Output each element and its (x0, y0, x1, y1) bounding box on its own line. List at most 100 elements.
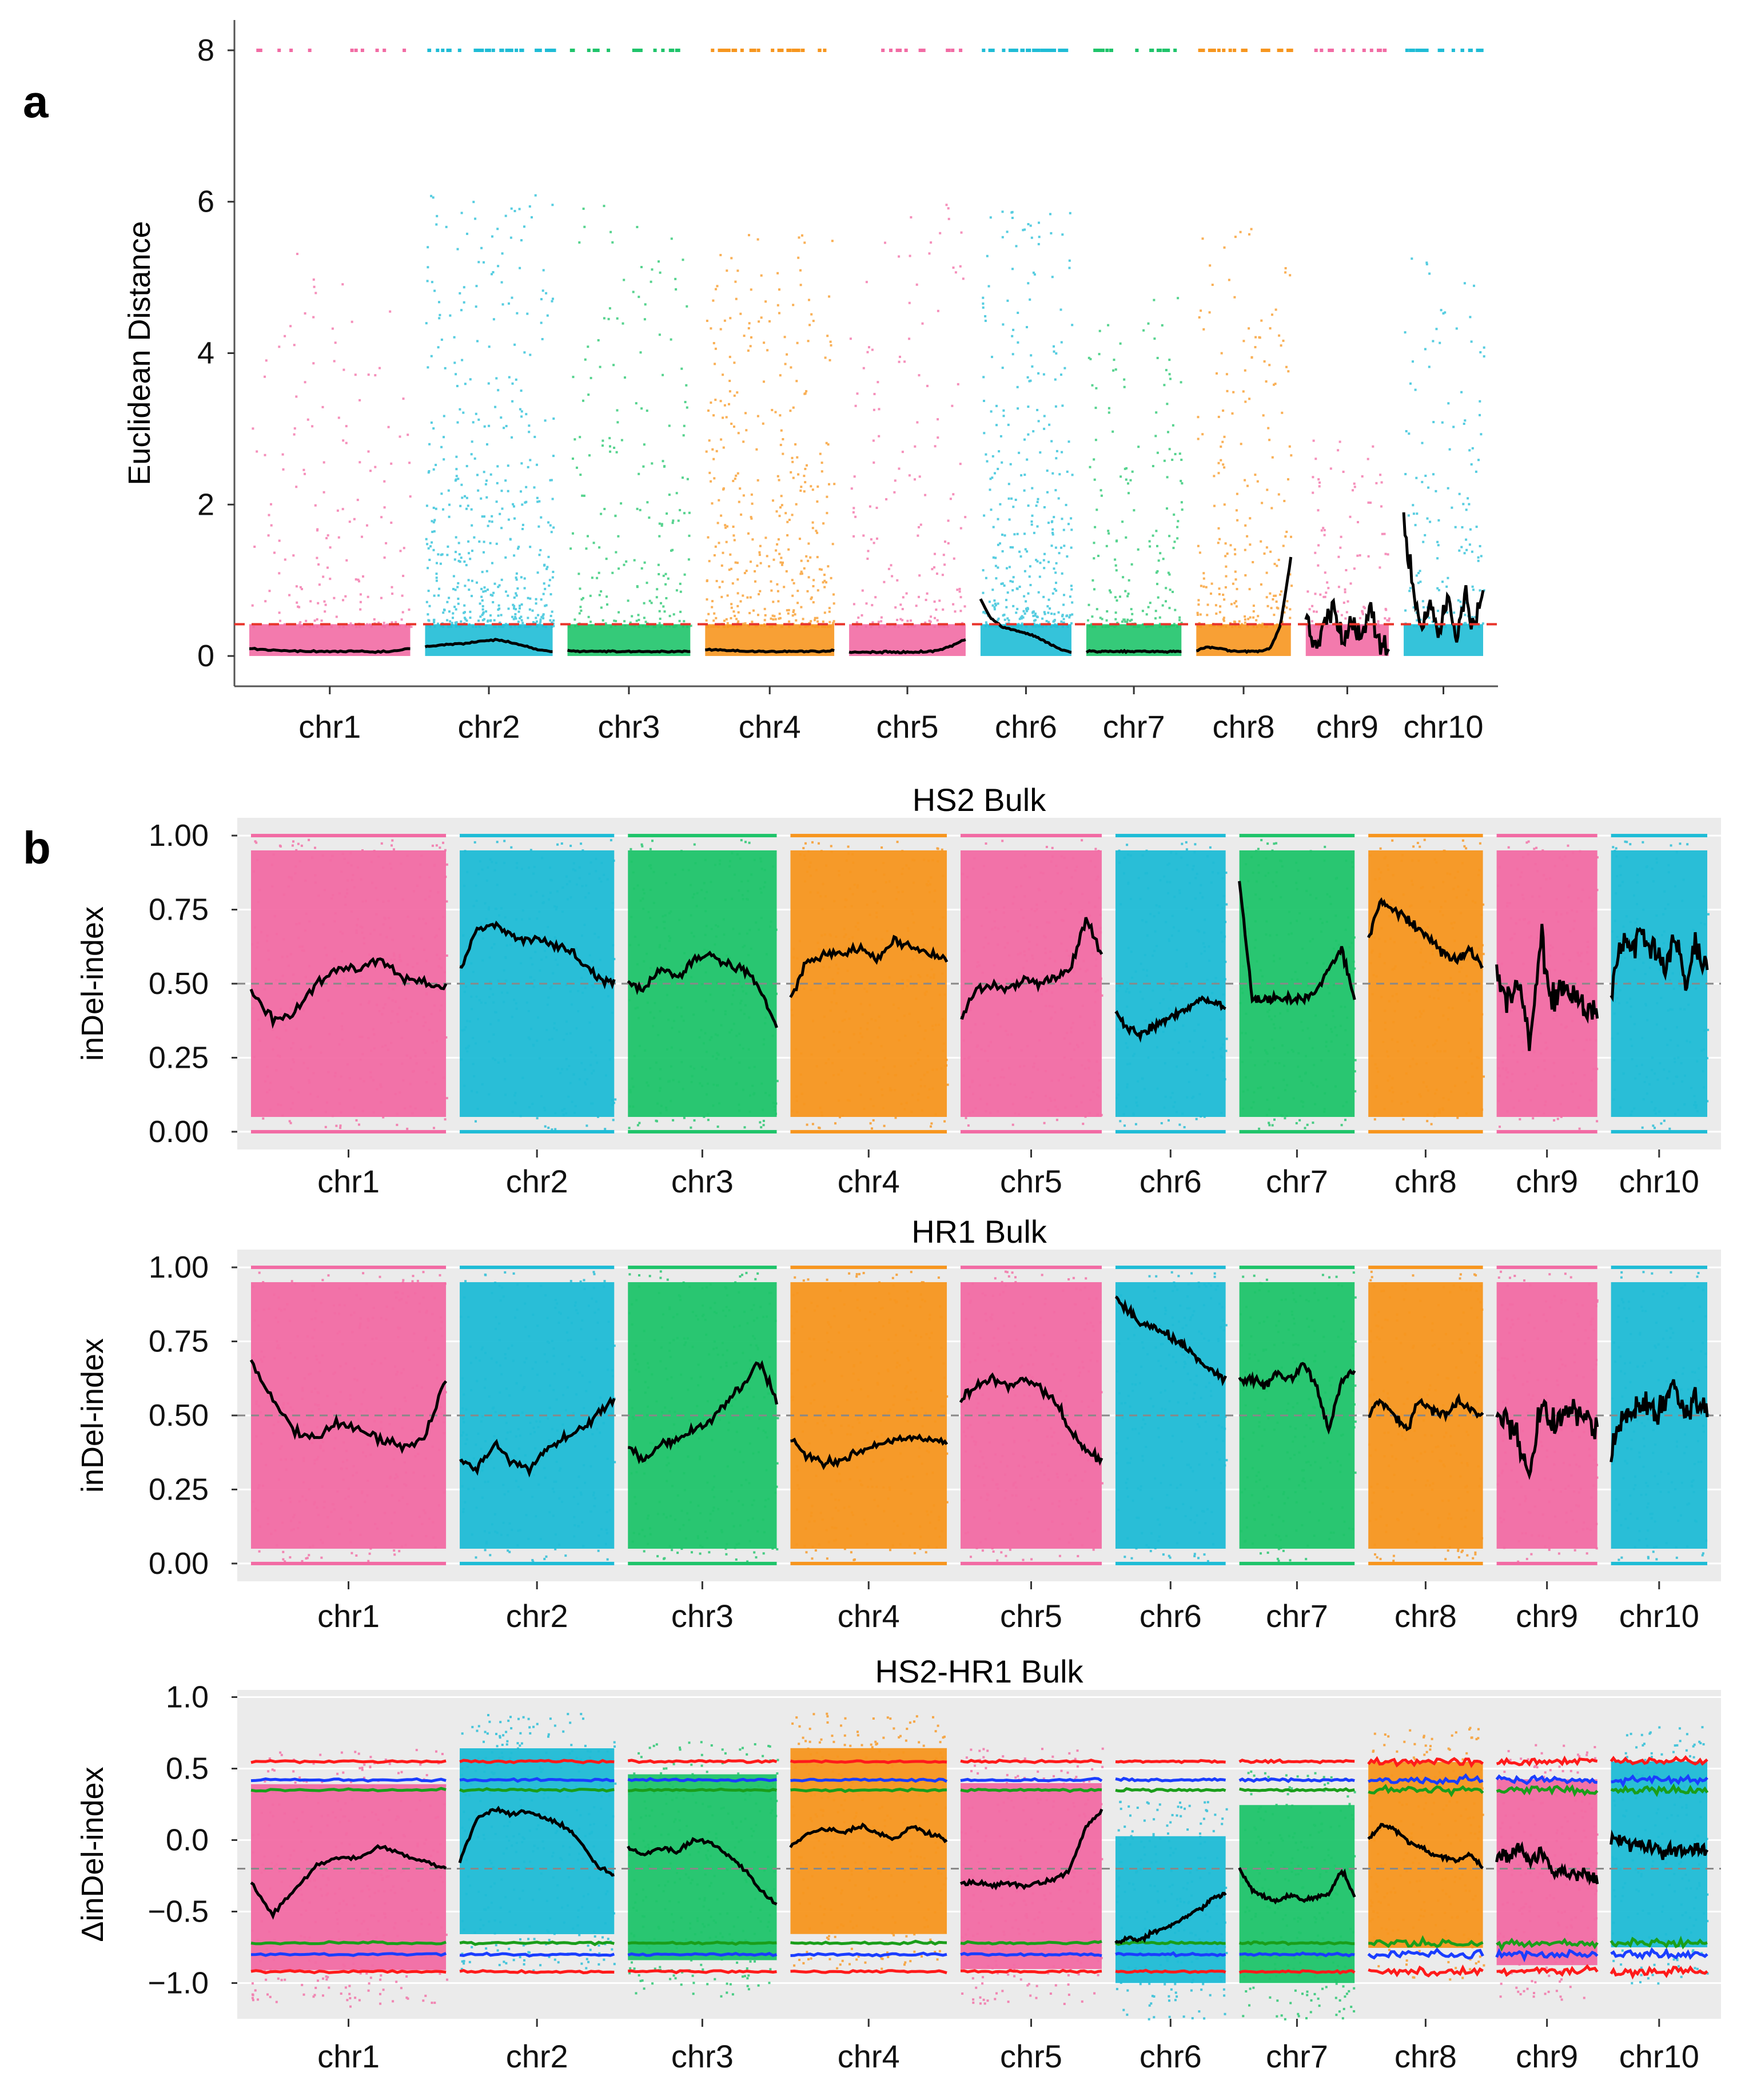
ci-line-p95-upper (459, 1777, 615, 1783)
dense-point-band (1404, 624, 1483, 657)
scatter-points (982, 210, 1074, 629)
ci-line-p90-lower (1238, 1940, 1355, 1946)
ci-line-p95-lower (1239, 1951, 1355, 1958)
ci-line-p95-upper (960, 1777, 1103, 1783)
fit-line-chr1 (250, 1844, 447, 1920)
fit-line-chr10 (1609, 1829, 1709, 1860)
chromosome-label-chr3: chr3 (671, 2038, 734, 2074)
bottom-points-row (1239, 1561, 1355, 1565)
ci-line-p99-lower (628, 1969, 777, 1975)
fit-line-chr8 (1368, 1393, 1484, 1431)
ci-line-p90-upper (250, 1787, 447, 1793)
fit-line-chr7 (1085, 649, 1182, 654)
bottom-points-row (628, 1129, 777, 1133)
chromosome-points-chr2 (460, 834, 617, 1133)
chromosome-points-chr7 (1085, 49, 1184, 657)
top-points-row (1115, 1266, 1226, 1270)
y-tick-label: 0.50 (149, 967, 209, 1001)
ci-line-p95-upper (250, 1777, 447, 1783)
chromosome-label-chr2: chr2 (506, 1163, 568, 1199)
scatter-points (252, 1271, 447, 1563)
y-tick-label: −1.0 (148, 1966, 209, 2000)
chromosome-label-chr9: chr9 (1516, 1598, 1578, 1634)
chromosome-points-chr4 (790, 1712, 947, 1970)
top-points-row (1611, 1266, 1707, 1270)
chromosome-label-chr9: chr9 (1516, 2038, 1578, 2074)
fit-line-chr1 (249, 957, 448, 1029)
ci-line-p95-lower (250, 1952, 447, 1957)
ci-line-p95-upper (627, 1777, 777, 1783)
fit-line-chr5 (960, 917, 1103, 1020)
bottom-points-row (961, 1561, 1102, 1565)
bottom-points-row (961, 1129, 1102, 1133)
y-tick-label: 0.50 (149, 1398, 209, 1433)
fit-line-chr8 (1367, 1823, 1484, 1870)
ci-line-p90-lower (790, 1939, 947, 1946)
fit-line-chr10 (1609, 926, 1709, 1003)
top-points-row (1239, 1266, 1355, 1270)
ci-line-p95-upper (1495, 1774, 1597, 1785)
dense-point-block (251, 1784, 447, 1970)
chromosome-label-chr8: chr8 (1395, 1598, 1457, 1634)
capped-points (711, 49, 827, 52)
fit-line-chr3 (628, 1360, 778, 1465)
ci-line-p99-upper (1609, 1755, 1708, 1766)
capped-points (569, 49, 680, 52)
top-points-row (628, 834, 777, 838)
chromosome-label-chr9: chr9 (1516, 1163, 1578, 1199)
chromosome-points-chr6 (979, 49, 1074, 657)
top-points-row (1611, 834, 1707, 838)
fit-line-chr5 (959, 1808, 1103, 1891)
fit-line-chr8 (1196, 556, 1293, 654)
bottom-points-row (251, 1129, 447, 1133)
top-points-row (460, 1266, 615, 1270)
chromosome-label-chr4: chr4 (838, 1598, 900, 1634)
plot-title: HS2-HR1 Bulk (875, 1653, 1083, 1689)
fit-line-chr7 (1238, 1867, 1356, 1905)
capped-points (982, 49, 1069, 52)
chromosome-points-chr5 (848, 49, 967, 657)
fit-line-chr6 (1114, 1295, 1227, 1387)
y-tick-label: 0.75 (149, 893, 209, 927)
ci-line-p95-lower (1115, 1951, 1226, 1958)
fit-line-chr2 (458, 1805, 615, 1877)
capped-points (1093, 49, 1177, 52)
y-axis-label: ΔinDel-index (75, 1767, 110, 1942)
ci-line-p99-lower (250, 1969, 447, 1975)
y-tick-label: 6 (197, 185, 214, 219)
ci-line-p99-upper (627, 1759, 778, 1764)
bottom-points-row (1239, 1129, 1355, 1133)
y-tick-label: 0 (197, 639, 214, 673)
hs2-hr1-delta-plot: HS2-HR1 Bulk −1.0 −0.5 0.0 0.5 1.0 ΔinDel-inde… (75, 1653, 1721, 2074)
y-tick-label: 0.25 (149, 1472, 209, 1506)
ci-line-p99-upper (1367, 1756, 1484, 1768)
fit-line-chr10 (1402, 512, 1485, 643)
bottom-points-row (1115, 1129, 1226, 1133)
top-points-row (1496, 1266, 1597, 1270)
dense-point-block (790, 1748, 947, 1934)
ci-line-p99-upper (459, 1759, 615, 1764)
chromosome-label-chr5: chr5 (1000, 1163, 1062, 1199)
fit-line-chr2 (459, 1396, 616, 1478)
chromosome-points-chr10 (1402, 49, 1485, 657)
y-axis-label: inDel-index (75, 906, 110, 1061)
ci-line-p90-upper (1239, 1787, 1355, 1793)
chromosome-points-chr6 (1115, 1800, 1228, 2021)
ci-line-p95-lower (1495, 1948, 1599, 1963)
ci-line-p95-upper (1368, 1773, 1484, 1785)
scatter-points (1306, 439, 1391, 629)
chromosome-points-chr1 (251, 1749, 448, 2008)
bottom-points-row (251, 1561, 447, 1565)
y-tick-label: 4 (197, 336, 214, 371)
fit-line-chr4 (789, 934, 949, 999)
chromosome-points-chr8 (1368, 834, 1485, 1133)
scatter-points (961, 1747, 1104, 2005)
chromosome-label-chr10: chr10 (1403, 709, 1483, 745)
bottom-points-row (790, 1561, 947, 1565)
dense-point-block (1115, 1836, 1226, 1983)
bottom-points-row (790, 1129, 947, 1133)
fit-line-chr9 (1304, 597, 1391, 656)
chromosome-label-chr3: chr3 (597, 709, 660, 745)
top-points-row (961, 834, 1102, 838)
ci-line-p95-upper (1238, 1777, 1355, 1783)
